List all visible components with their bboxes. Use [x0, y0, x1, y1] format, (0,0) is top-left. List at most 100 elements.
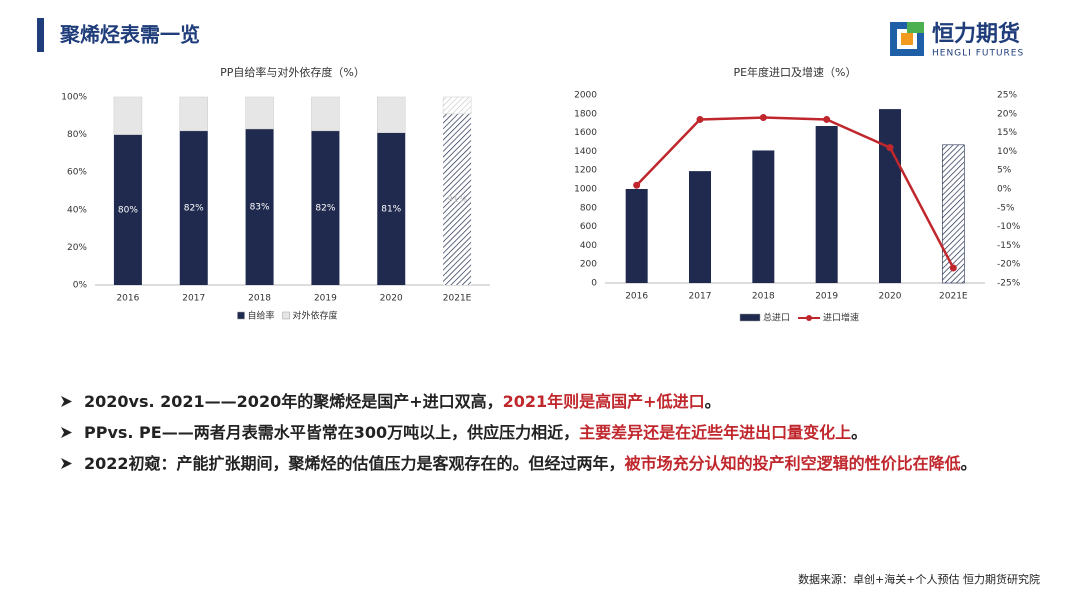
value-label: 80% — [118, 205, 138, 215]
y-tick-label: 1000 — [574, 185, 597, 195]
y-tick-label: 1400 — [574, 147, 597, 157]
bar-segment — [377, 132, 406, 285]
x-tick-label: 2018 — [248, 294, 271, 304]
line-marker — [696, 115, 704, 123]
source-note: 数据来源：卓创+海关+个人预估 恒力期货研究院 — [798, 572, 1040, 586]
line-marker — [949, 264, 957, 272]
x-tick-label: 2019 — [314, 294, 337, 304]
bullet-arrow — [61, 427, 72, 438]
line-series — [635, 116, 955, 269]
y-tick-label: 1600 — [574, 128, 597, 138]
y2-tick-label: 10% — [997, 147, 1017, 157]
y-tick-label: 400 — [580, 241, 597, 251]
y2-tick-label: -10% — [997, 222, 1021, 232]
value-label: 82% — [184, 203, 204, 213]
x-tick-label: 2016 — [625, 292, 648, 302]
bullet-text: ——两者月表需水平皆常在300万吨以上，供应压力相近， — [161, 423, 580, 442]
bullet: PPvs. PE——两者月表需水平皆常在300万吨以上，供应压力相近，主要差异还… — [60, 417, 1040, 448]
y-tick-label: 100% — [61, 93, 87, 103]
bar-segment — [245, 96, 274, 130]
y-tick-label: 200 — [580, 260, 597, 270]
y-tick-label: 1200 — [574, 166, 597, 176]
legend-swatch — [282, 311, 290, 320]
bullet-end: 。 — [960, 454, 977, 473]
x-tick-label: 2021E — [939, 292, 968, 302]
bar-segment — [179, 96, 208, 132]
value-label: 83% — [250, 202, 270, 212]
bar — [879, 109, 901, 283]
chart-title: PP自给率与对外依存度（%） — [220, 65, 365, 79]
bullet-end: 。 — [851, 423, 868, 442]
bar-segment — [245, 128, 274, 285]
bar-segment — [179, 130, 208, 285]
bullet-text: ：产能扩张期间，聚烯烃的估值压力是客观存在的。但经过两年， — [160, 454, 625, 473]
bullet-arrow — [61, 458, 72, 469]
legend-label: 总进口 — [763, 312, 790, 324]
y2-tick-label: 0% — [997, 185, 1012, 195]
bar-segment — [443, 113, 472, 285]
bar-segment — [311, 96, 340, 132]
y-tick-label: 20% — [67, 243, 87, 253]
bullet-highlight: 2021年则是高国产+低进口 — [502, 392, 705, 411]
bullet-lead: PPvs. PE — [84, 423, 162, 442]
y-tick-label: 0 — [591, 279, 597, 289]
chart-title: PE年度进口及增速（%） — [733, 65, 856, 79]
legend-swatch — [739, 313, 761, 322]
y-tick-label: 2000 — [574, 91, 597, 101]
x-tick-label: 2016 — [116, 294, 139, 304]
x-tick-label: 2018 — [752, 292, 775, 302]
bar — [815, 126, 838, 284]
y2-tick-label: -25% — [997, 279, 1021, 289]
bullet-list: 2020vs. 2021——2020年的聚烯烃是国产+进口双高，2021年则是高… — [60, 386, 1040, 479]
x-tick-label: 2019 — [815, 292, 838, 302]
legend-label: 自给率 — [248, 310, 275, 322]
y2-tick-label: -15% — [997, 241, 1021, 251]
bullet-text: ——2020年的聚烯烃是国产+进口双高， — [204, 392, 503, 411]
bullet: 2022初窥：产能扩张期间，聚烯烃的估值压力是客观存在的。但经过两年，被市场充分… — [60, 448, 1040, 479]
value-label: 82% — [315, 203, 335, 213]
legend-label: 进口增速 — [823, 312, 859, 324]
y-tick-label: 80% — [67, 130, 87, 140]
line-marker — [633, 181, 641, 189]
bar-segment — [442, 96, 472, 115]
bar — [942, 144, 965, 284]
bar — [625, 189, 648, 283]
bar-segment — [113, 134, 142, 285]
logo-icon — [890, 22, 924, 56]
bar-segment — [377, 96, 406, 133]
bar — [752, 150, 775, 283]
bullet-highlight: 主要差异还是在近些年进出口量变化上 — [579, 423, 852, 442]
legend-marker — [806, 315, 813, 321]
x-tick-label: 2017 — [182, 294, 205, 304]
slide-title: 聚烯烃表需一览 — [59, 23, 200, 47]
bar — [689, 171, 711, 283]
value-label: 91% — [447, 195, 467, 205]
legend-swatch — [237, 311, 245, 320]
logo-text: 恒力期货 — [932, 21, 1020, 47]
bullet-highlight: 被市场充分认知的投产利空逻辑的性价比在降低 — [624, 454, 961, 473]
bullet-arrow — [61, 396, 72, 407]
y-tick-label: 60% — [67, 168, 87, 178]
x-tick-label: 2020 — [380, 294, 403, 304]
bar-segment — [113, 96, 143, 135]
bullet-lead: 2022初窥 — [84, 454, 161, 473]
bullet-end: 。 — [704, 392, 721, 411]
y2-tick-label: -5% — [997, 203, 1015, 213]
y-tick-label: 600 — [580, 222, 597, 232]
y-tick-label: 0% — [73, 281, 88, 291]
x-tick-label: 2020 — [879, 292, 902, 302]
y2-tick-label: 5% — [997, 166, 1012, 176]
title-bar — [37, 18, 44, 52]
line-marker — [886, 144, 894, 152]
legend-label: 对外依存度 — [293, 310, 338, 322]
x-tick-label: 2021E — [443, 294, 472, 304]
value-label: 81% — [381, 204, 401, 214]
bullet-lead: 2020vs. 2021 — [84, 392, 205, 411]
y2-tick-label: -20% — [997, 260, 1021, 270]
bullet: 2020vs. 2021——2020年的聚烯烃是国产+进口双高，2021年则是高… — [60, 386, 1040, 417]
line-marker — [823, 115, 831, 123]
y-tick-label: 1800 — [574, 109, 597, 119]
logo-subtext: HENGLI FUTURES — [932, 49, 1024, 59]
